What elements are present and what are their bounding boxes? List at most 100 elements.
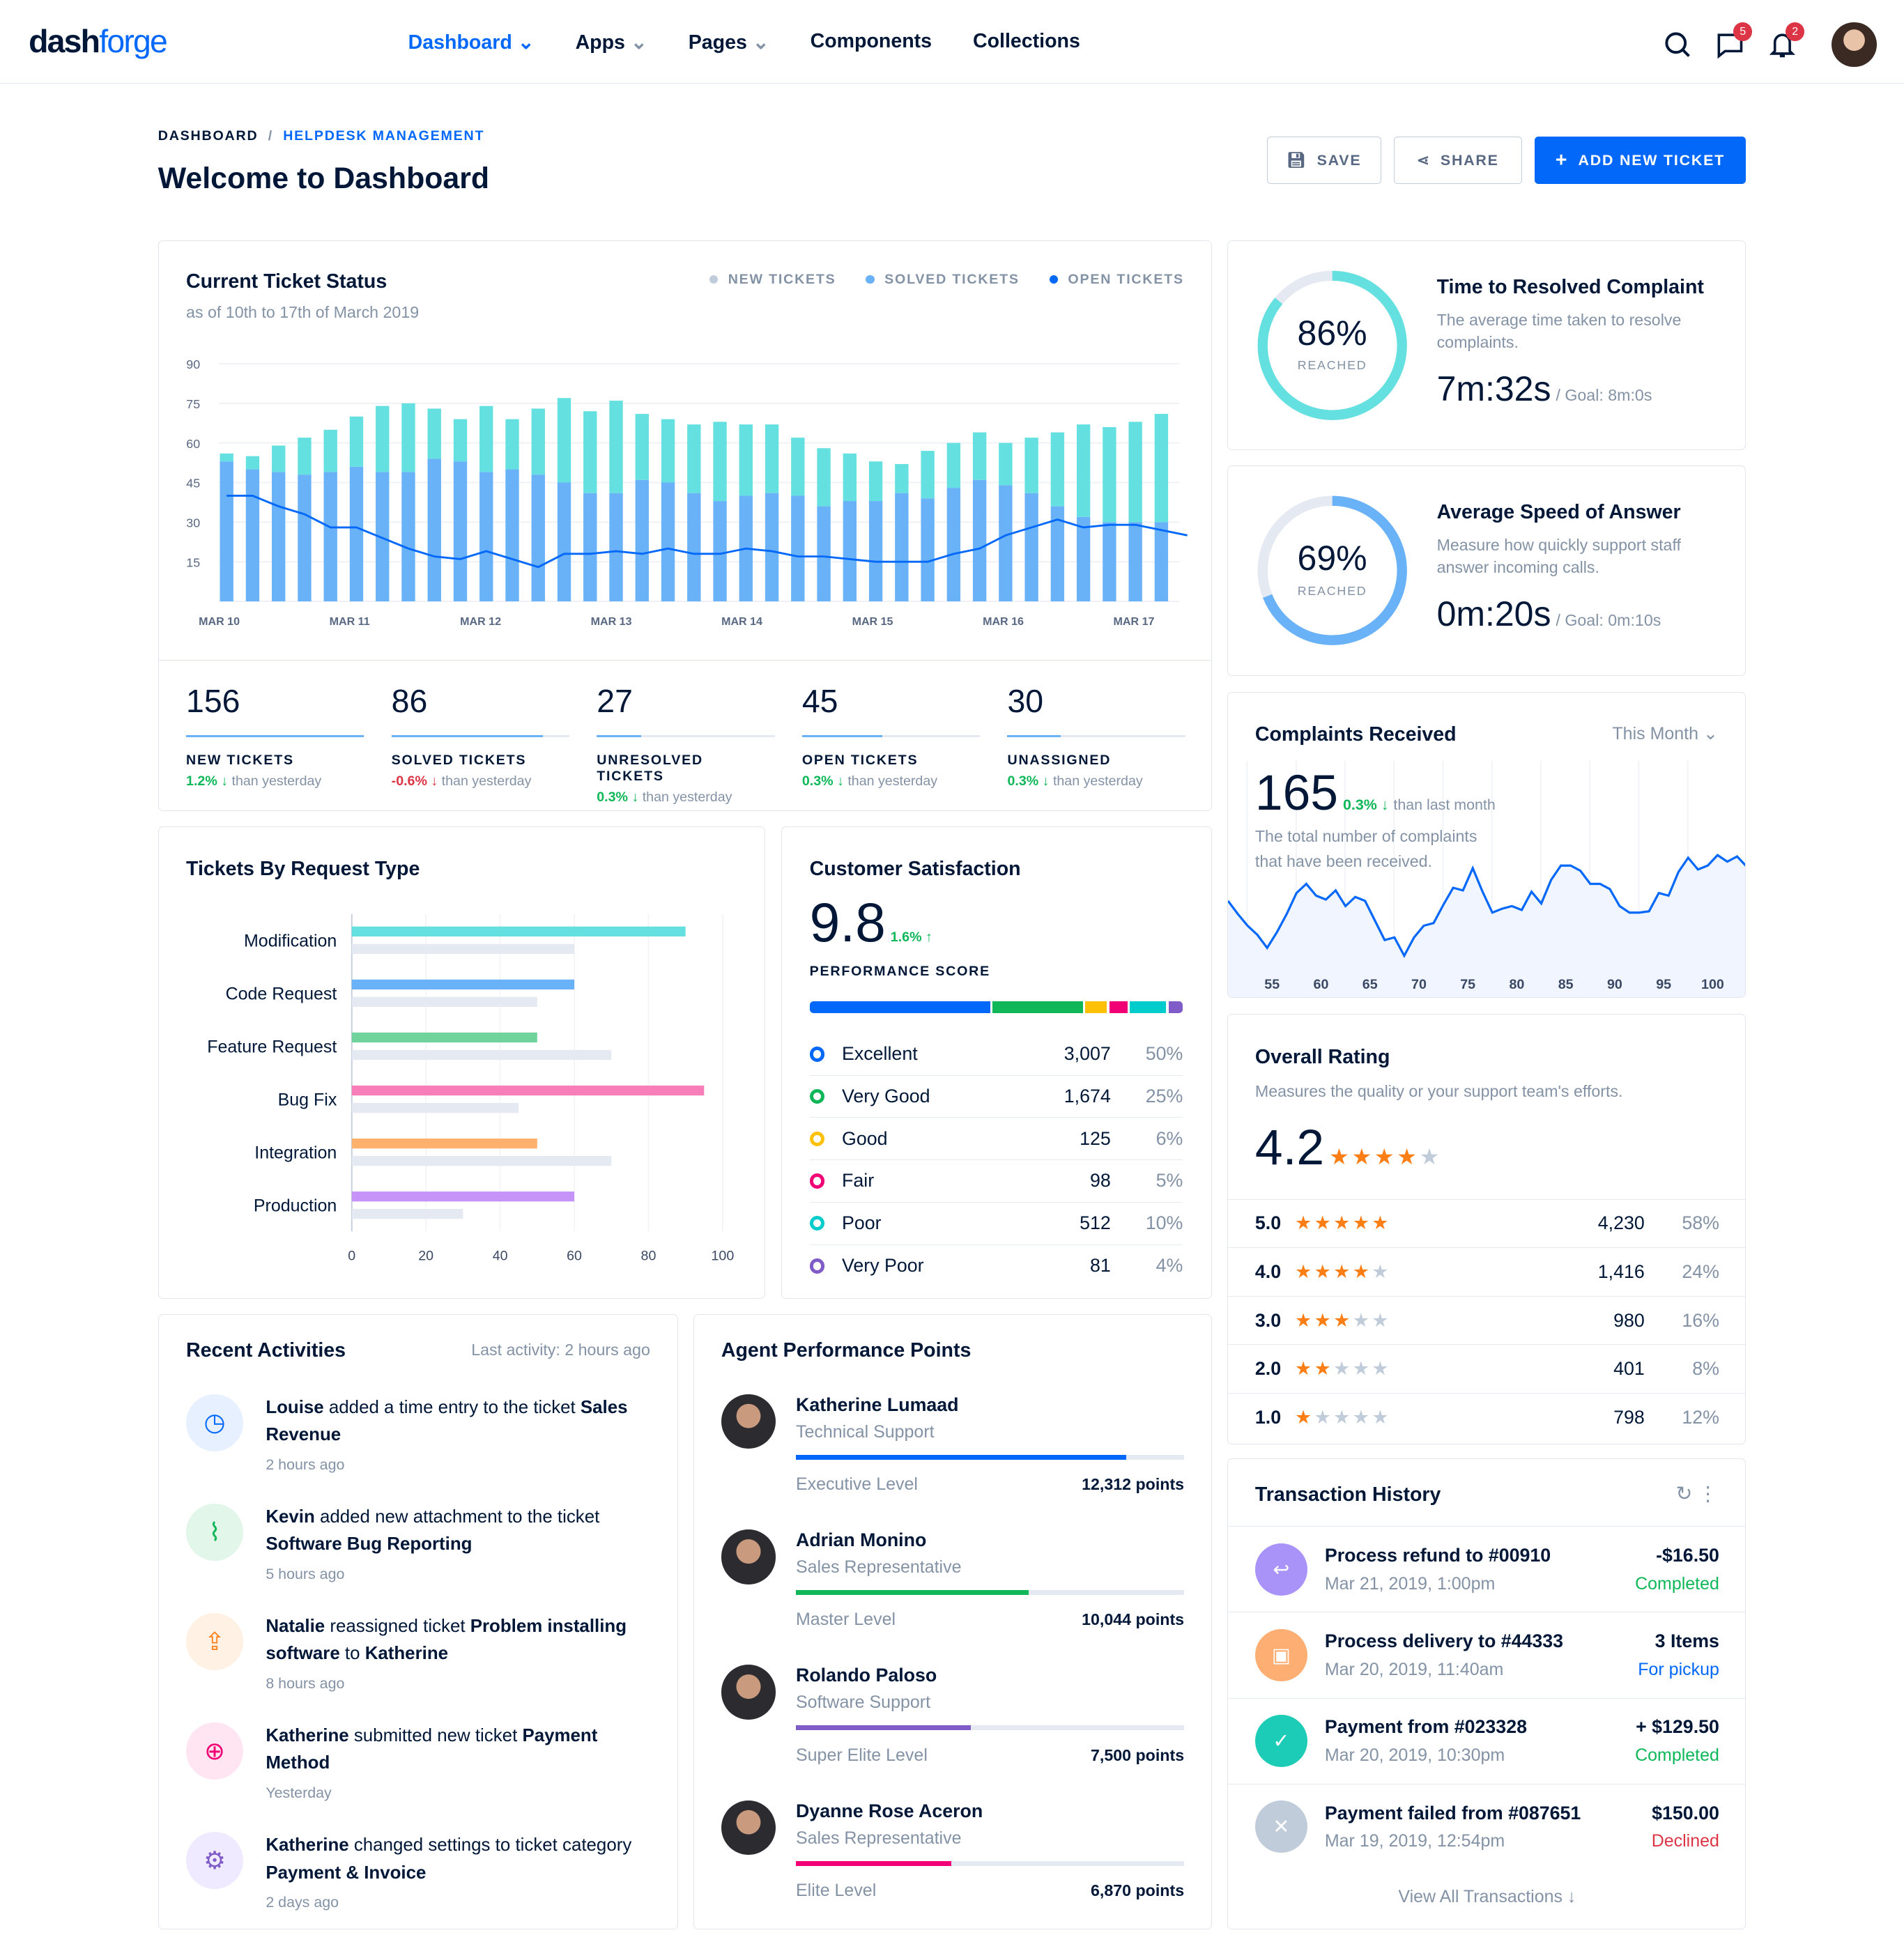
stat-label: OPEN TICKETS — [801, 752, 919, 768]
nav-pages[interactable]: Pages ⌄ — [688, 31, 769, 54]
bar-solved — [765, 493, 779, 602]
ticket-link[interactable]: Software Bug Reporting — [266, 1534, 473, 1555]
messages-icon[interactable]: 5 — [1715, 22, 1753, 60]
agent-points: 10,044 points — [1082, 1610, 1185, 1629]
ticket-link[interactable]: Sales Revenue — [266, 1397, 628, 1445]
satisfaction-row: Good 125 6% — [809, 1118, 1183, 1161]
ticket-link[interactable]: Problem installing software — [266, 1617, 627, 1664]
agent-name[interactable]: Adrian Monino — [795, 1529, 927, 1551]
transaction-row[interactable]: ↩ Process refund to #00910 Mar 21, 2019, 1… — [1227, 1526, 1746, 1612]
stat-suffix: than yesterday — [1052, 773, 1143, 789]
stat-label: UNASSIGNED — [1007, 752, 1112, 768]
ticket-link[interactable]: Payment Method — [266, 1726, 598, 1773]
search-icon[interactable] — [1663, 30, 1693, 60]
satisfaction-segment — [1085, 1001, 1107, 1014]
complaints-desc: The total number of complaints that have… — [1254, 827, 1477, 870]
rating-title: Overall Rating — [1254, 1045, 1390, 1068]
add-new-ticket-button[interactable]: + ADD NEW TICKET — [1534, 137, 1746, 185]
transaction-row[interactable]: ✕ Payment failed from #087651 Mar 19, 2019… — [1227, 1783, 1746, 1869]
performance-score-label: PERFORMANCE SCORE — [809, 964, 990, 980]
bar-current — [351, 1085, 705, 1095]
save-button[interactable]: 💾︎ SAVE — [1266, 137, 1381, 185]
logo[interactable]: dashforge — [29, 23, 168, 60]
bar-new — [739, 424, 753, 496]
stat-value: 86 — [391, 683, 428, 720]
bar-previous — [351, 1208, 463, 1219]
category-label: Production — [254, 1196, 337, 1215]
status-dot-icon — [809, 1258, 825, 1274]
paperclip-icon: ⌇ — [186, 1503, 244, 1561]
ticket-status-chart: 15 30 45 60 75 90 MAR 10 MAR 11 MAR 12 MAR 13 MAR … — [186, 358, 1188, 628]
breadcrumb-root[interactable]: DASHBOARD — [158, 128, 259, 144]
stat-label: SOLVED TICKETS — [391, 752, 527, 768]
user-avatar[interactable] — [1832, 22, 1877, 68]
x-tick-label: 65 — [1362, 977, 1377, 992]
transaction-history-card: Transaction History ↻ ⋮ ↩ Process refund … — [1227, 1458, 1746, 1930]
satisfaction-count: 512 — [1080, 1212, 1111, 1234]
nav-collections[interactable]: Collections — [972, 29, 1080, 52]
activity-time: 5 hours ago — [266, 1566, 345, 1583]
satisfaction-name: Good — [842, 1127, 888, 1149]
rating-desc: Measures the quality or your support tea… — [1254, 1081, 1623, 1100]
y-tick-label: 90 — [186, 358, 200, 372]
agent-name[interactable]: Dyanne Rose Aceron — [795, 1800, 983, 1821]
nav-components[interactable]: Components — [810, 29, 932, 52]
x-tick-label: 75 — [1460, 977, 1475, 992]
more-icon[interactable]: ⋮ — [1698, 1482, 1718, 1505]
resolve-percent: 86% — [1297, 314, 1367, 353]
rating-count: 4,230 — [1597, 1212, 1645, 1234]
complaints-line — [1227, 854, 1746, 959]
clock-icon: ◷ — [186, 1394, 244, 1451]
transaction-date: Mar 19, 2019, 12:54pm — [1324, 1831, 1505, 1851]
view-all-transactions-link[interactable]: View All Transactions ↓ — [1398, 1886, 1576, 1906]
gear-icon: ⚙ — [186, 1832, 244, 1890]
bar-solved — [479, 472, 493, 602]
satisfaction-row: Very Poor 81 4% — [809, 1245, 1183, 1288]
rating-count: 1,416 — [1597, 1260, 1645, 1282]
bar-new — [323, 430, 337, 472]
rating-count: 401 — [1613, 1358, 1645, 1380]
ticket-link[interactable]: Payment & Invoice — [266, 1863, 427, 1883]
y-tick-label: 60 — [186, 437, 200, 451]
x-tick-label: 95 — [1656, 977, 1671, 992]
activity-time: 8 hours ago — [266, 1675, 345, 1692]
category-label: Feature Request — [207, 1037, 337, 1056]
agent-role: Technical Support — [795, 1421, 935, 1442]
bar-new — [817, 448, 831, 507]
status-dot-icon — [809, 1173, 825, 1189]
rating-score: 1.0 — [1254, 1406, 1282, 1428]
bar-new — [1024, 438, 1038, 494]
x-tick-label: 20 — [418, 1248, 433, 1263]
bar-solved — [946, 488, 960, 602]
rating-row-stars: ★★★★★ — [1295, 1406, 1391, 1428]
share-button[interactable]: ⋖ SHARE — [1393, 137, 1522, 185]
period-dropdown[interactable]: This Month ⌄ — [1612, 724, 1718, 744]
rating-pct: 16% — [1682, 1309, 1719, 1331]
refresh-icon[interactable]: ↻ — [1675, 1482, 1693, 1505]
x-tick-label: 70 — [1411, 977, 1427, 992]
x-tick-label: 80 — [1509, 977, 1524, 992]
nav-apps[interactable]: Apps ⌄ — [575, 31, 647, 54]
resolve-goal: / Goal: 8m:0s — [1556, 385, 1652, 404]
agent-name[interactable]: Katherine Lumaad — [795, 1394, 959, 1415]
transaction-row[interactable]: ✓ Payment from #023328 Mar 20, 2019, 10:30… — [1227, 1697, 1746, 1784]
bar-solved — [1102, 522, 1116, 602]
satisfaction-row: Fair 98 5% — [809, 1160, 1183, 1203]
plus-circle-icon: ⊕ — [186, 1722, 244, 1780]
x-tick-label: MAR 16 — [983, 615, 1024, 628]
bar-solved — [298, 475, 312, 602]
rating-row: 4.0 ★★★★★ 1,416 24% — [1227, 1247, 1746, 1296]
bell-icon[interactable]: 2 — [1767, 22, 1805, 60]
agent-name[interactable]: Rolando Paloso — [795, 1665, 937, 1686]
stat-solved-tickets: 86 SOLVED TICKETS -0.6% ↓ than yesterday — [391, 682, 569, 805]
transaction-row[interactable]: ▣ Process delivery to #44333 Mar 20, 2019,… — [1227, 1612, 1746, 1697]
transaction-title: Payment failed from #087651 — [1324, 1802, 1581, 1823]
bar-solved — [790, 495, 805, 602]
overall-rating-card: Overall Rating Measures the quality or y… — [1227, 1014, 1746, 1445]
agent-item: Dyanne Rose Aceron Sales Representative El… — [721, 1800, 1185, 1901]
stat-suffix: than yesterday — [642, 789, 732, 805]
nav-dashboard[interactable]: Dashboard ⌄ — [408, 31, 535, 54]
bar-previous — [351, 1102, 519, 1113]
satisfaction-pct: 25% — [1145, 1086, 1183, 1107]
resolve-title: Time to Resolved Complaint — [1436, 275, 1704, 298]
